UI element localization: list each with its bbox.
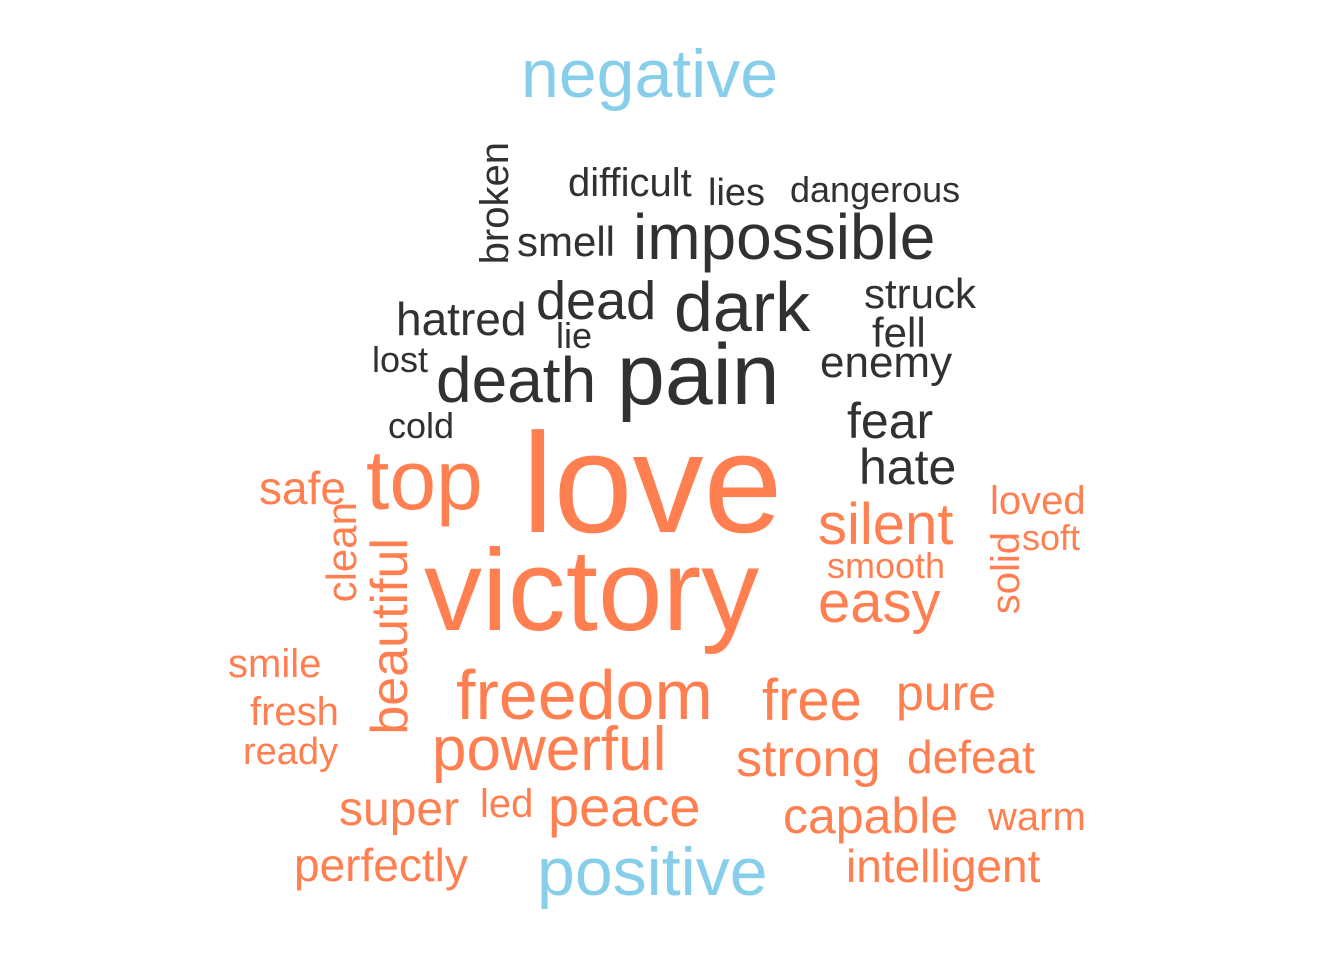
word-fear: fear <box>847 393 934 449</box>
word-free: free <box>762 668 862 733</box>
word-defeat: defeat <box>907 731 1035 783</box>
word-victory: victory <box>424 525 760 655</box>
word-intelligent: intelligent <box>846 840 1041 892</box>
word-lie: lie <box>556 315 593 356</box>
word-hate: hate <box>859 439 957 495</box>
word-dead: dead <box>536 271 657 331</box>
word-fell: fell <box>872 309 926 356</box>
word-strong: strong <box>736 730 881 788</box>
word-smell: smell <box>517 218 616 265</box>
word-perfectly: perfectly <box>294 839 468 891</box>
word-smooth: smooth <box>827 545 946 586</box>
word-death: death <box>436 344 597 416</box>
word-easy: easy <box>818 570 941 635</box>
word-enemy: enemy <box>820 338 953 387</box>
word-solid: solid <box>984 532 1028 615</box>
word-struck: struck <box>864 270 977 317</box>
word-difficult: difficult <box>568 161 692 205</box>
word-silent: silent <box>818 492 954 557</box>
word-pure: pure <box>896 665 997 721</box>
word-loved: loved <box>990 479 1086 523</box>
word-soft: soft <box>1022 517 1081 558</box>
word-broken: broken <box>473 142 517 265</box>
word-pain: pain <box>617 327 780 423</box>
word-love: love <box>522 404 783 563</box>
word-powerful: powerful <box>432 715 667 784</box>
word-smile: smile <box>228 642 322 686</box>
word-dangerous: dangerous <box>790 169 961 210</box>
word-hatred: hatred <box>396 293 527 345</box>
positive-label: positive <box>537 834 768 910</box>
word-top: top <box>366 433 483 527</box>
word-led: led <box>480 782 534 826</box>
word-clean: clean <box>318 502 365 603</box>
word-ready: ready <box>243 731 339 773</box>
word-safe: safe <box>259 462 346 514</box>
word-capable: capable <box>783 788 959 844</box>
word-impossible: impossible <box>633 201 936 273</box>
word-dark: dark <box>674 268 811 346</box>
word-freedom: freedom <box>456 656 713 734</box>
negative-label: negative <box>521 36 779 112</box>
word-lost: lost <box>372 339 429 380</box>
word-lies: lies <box>708 172 766 214</box>
word-beautiful: beautiful <box>361 538 419 735</box>
word-super: super <box>339 783 460 836</box>
word-cold: cold <box>388 405 455 446</box>
word-peace: peace <box>548 775 701 838</box>
word-warm: warm <box>988 795 1086 839</box>
word-fresh: fresh <box>250 690 339 734</box>
